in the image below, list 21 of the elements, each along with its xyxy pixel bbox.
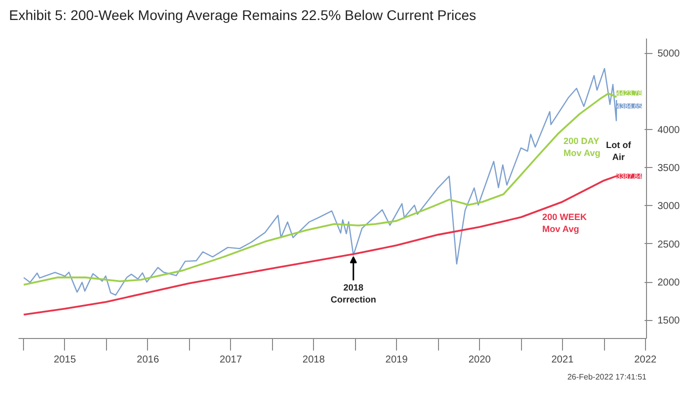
series-label: 200 WEEK Mov Avg — [542, 212, 588, 234]
x-tick-label: 2022 — [634, 354, 657, 366]
x-tick-label: 2018 — [302, 354, 326, 366]
y-tick-label: 2500 — [658, 239, 680, 250]
y-tick-label: 1500 — [658, 316, 680, 327]
y-tick-label: 3000 — [658, 201, 680, 212]
annotation: Lot of Air — [606, 140, 632, 162]
x-tick-label: 2016 — [136, 354, 160, 366]
annotation: 2018 Correction — [330, 282, 376, 305]
x-tick-label: 2021 — [551, 354, 574, 366]
series-label: 200 DAY Mov Avg — [564, 136, 600, 158]
y-tick-label: 3500 — [658, 163, 680, 174]
x-tick-label: 2019 — [385, 354, 408, 366]
y-tick-label: 4000 — [658, 124, 680, 136]
x-tick-label: 2015 — [54, 354, 76, 366]
x-tick-label: 2017 — [220, 354, 242, 366]
x-tick-label: 2020 — [468, 354, 492, 366]
y-tick-label: 5000 — [658, 48, 680, 60]
chart-title: Exhibit 5: 200-Week Moving Average Remains 22.5% Below Current Prices — [9, 6, 476, 25]
y-tick-label: 2000 — [658, 278, 680, 289]
text: 26-Feb-2022 17:41:51 — [567, 372, 648, 382]
